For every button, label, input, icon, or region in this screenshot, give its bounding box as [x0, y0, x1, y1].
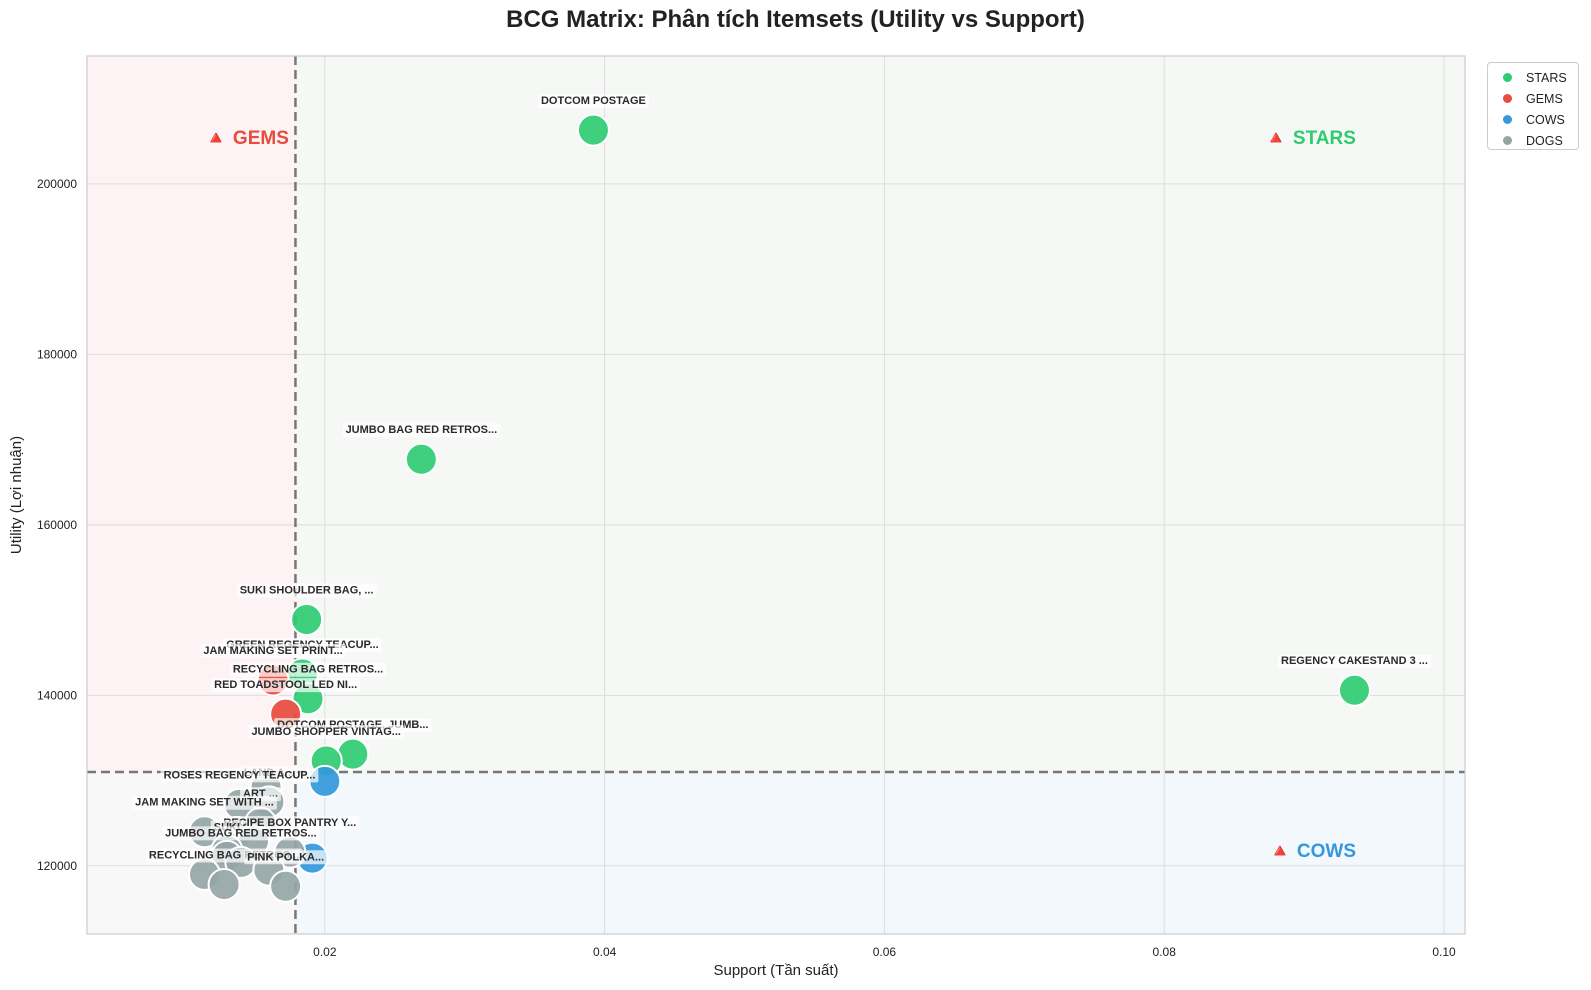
legend-item-dogs: DOGS: [1494, 130, 1572, 151]
quadrant-labels: 🔺 GEMS 🔺 STARS 🔺 COWS: [204, 128, 1356, 862]
point-stars: [290, 602, 324, 636]
point-stars: [576, 113, 610, 147]
point-dogs: [269, 869, 303, 903]
y-tick-label: 120000: [37, 859, 77, 873]
point-label: ROSES REGENCY TEACUP...: [164, 769, 316, 781]
x-tick-label: 0.02: [313, 945, 337, 959]
point-label-background: [248, 724, 404, 739]
x-axis-label: Support (Tần suất): [713, 962, 838, 979]
x-tick-label: 0.10: [1432, 945, 1456, 959]
point-label-background: [1278, 654, 1431, 669]
point-label-background: [160, 768, 319, 783]
legend-marker-icon: [1503, 136, 1512, 145]
legend-label: GEMS: [1526, 91, 1563, 106]
quadrant-label-cows: 🔺 COWS: [1268, 841, 1356, 862]
y-tick-label: 180000: [37, 347, 77, 361]
point-label: PINK POLKA...: [247, 851, 324, 863]
point-dogs: [207, 868, 241, 902]
legend-marker-icon: [1503, 94, 1512, 103]
point-label-background: [162, 826, 320, 841]
point-stars: [1337, 673, 1371, 707]
point-label: RECYCLING BAG RETROS...: [233, 664, 383, 676]
point-label: RED TOADSTOOL LED NI...: [214, 679, 357, 691]
point-label-background: [537, 94, 649, 109]
y-tick-label: 160000: [37, 518, 77, 532]
legend-marker-icon: [1503, 115, 1512, 124]
quadrant-backgrounds: [87, 56, 1465, 934]
quadrant-cows: [295, 772, 1465, 934]
point-label-background: [200, 643, 346, 658]
legend-label: STARS: [1526, 70, 1567, 85]
point-label: JAM MAKING SET WITH ...: [135, 797, 274, 809]
point-label: JUMBO BAG RED RETROS...: [165, 827, 317, 839]
point-label: RECIPE BOX PANTRY Y...: [223, 817, 356, 829]
plot-frame: [86, 55, 1466, 935]
y-tick-label: 140000: [37, 688, 77, 702]
point-label-background: [132, 795, 277, 810]
point-label-background: [342, 423, 501, 438]
quadrant-stars: [295, 56, 1465, 773]
legend: STARS GEMS COWS DOGS: [1487, 62, 1579, 150]
point-label-background: [211, 678, 361, 693]
legend-marker-icon: [1503, 73, 1512, 82]
point-label: DOTCOM POSTAGE: [541, 95, 646, 107]
quadrant-label-gems: 🔺 GEMS: [204, 128, 289, 149]
x-tick-label: 0.06: [873, 945, 897, 959]
chart-title: BCG Matrix: Phân tích Itemsets (Utility …: [506, 6, 1085, 33]
point-label: JAM MAKING SET PRINT...: [203, 645, 342, 657]
x-tick-label: 0.04: [593, 945, 617, 959]
axis-ticks: 0.02 0.04 0.06 0.08 0.10 120000 140000 160000 18…: [37, 177, 1456, 959]
x-tick-label: 0.08: [1153, 945, 1177, 959]
legend-item-cows: COWS: [1494, 109, 1572, 130]
legend-item-gems: GEMS: [1494, 88, 1572, 109]
legend-item-stars: STARS: [1494, 67, 1572, 88]
point-label: JUMBO BAG RED RETROS...: [346, 424, 498, 436]
y-axis-label: Utility (Lợi nhuận): [8, 436, 25, 554]
point-label-background: [244, 850, 328, 865]
y-tick-label: 200000: [37, 177, 77, 191]
legend-label: DOGS: [1526, 133, 1563, 148]
point-label: REGENCY CAKESTAND 3 ...: [1281, 655, 1428, 667]
legend-label: COWS: [1526, 112, 1565, 127]
point-label-background: [236, 583, 377, 598]
point-label-background: [229, 662, 387, 677]
point-stars: [404, 442, 438, 476]
point-labels: DOTCOM POSTAGE JUMBO BAG RED RETROS... REG…: [132, 94, 1431, 865]
quadrant-label-stars: 🔺 STARS: [1264, 128, 1356, 149]
point-label: SUKI SHOULDER BAG, ...: [240, 584, 374, 596]
point-label: JUMBO SHOPPER VINTAG...: [251, 726, 401, 738]
